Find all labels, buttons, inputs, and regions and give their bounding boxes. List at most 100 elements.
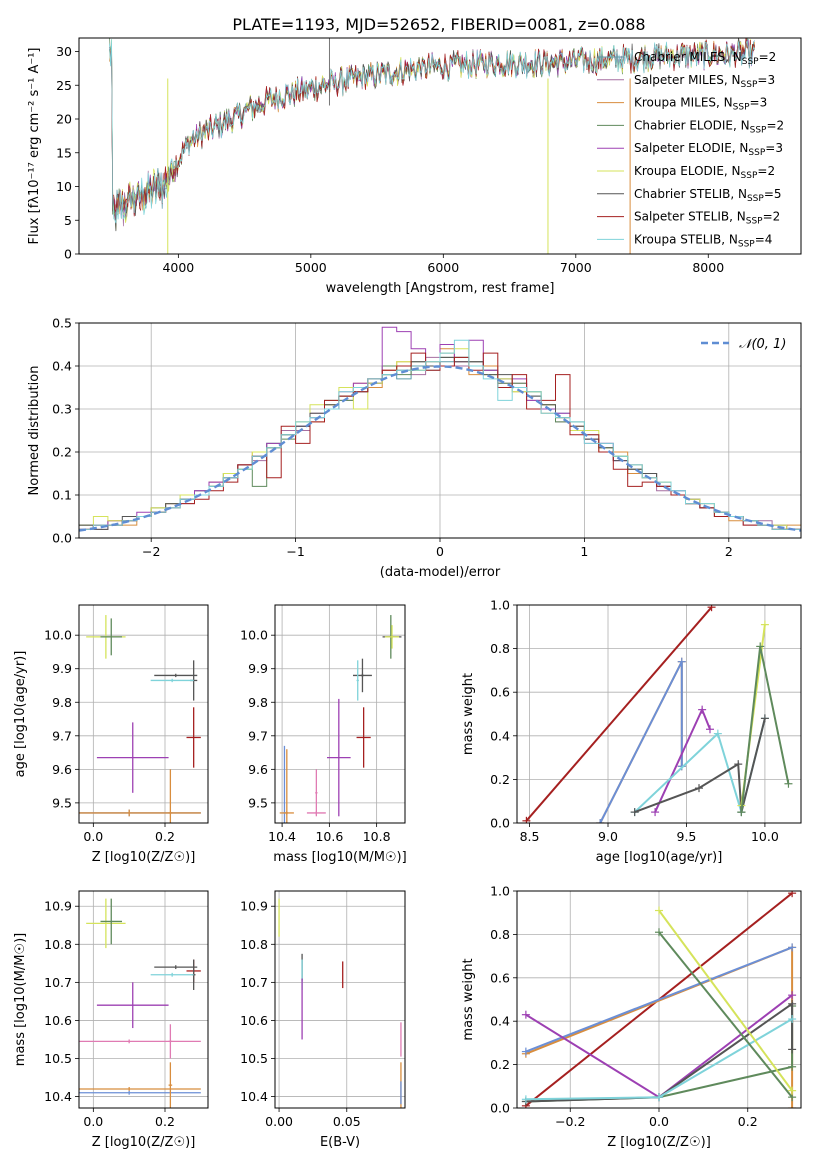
massweight-vs-age-marker	[705, 725, 714, 734]
mass-vs-EBV-panel: 0.00 0.05 10.4 10.5 10.6 10.7 10.8 10.9 E(B-V)	[240, 890, 406, 1150]
massweight-vs-age-ytick-label: 0.4	[490, 728, 510, 743]
residuals-histogram-kroupa-stelib	[79, 339, 801, 538]
mass-vs-Z-ytick-label: 10.7	[44, 975, 72, 990]
mass-vs-Z-errorbar-point	[86, 898, 126, 949]
spectrum-legend-label: Kroupa STELIB, NSSP=4	[634, 232, 772, 249]
massweight-vs-Z-marker	[788, 943, 797, 952]
age-vs-Z-axes: 0.0 0.2 9.5 9.6 9.7 9.8 9.9 10.0 Z [log10(Z/Z☉)]…	[13, 604, 209, 865]
mass-vs-Z-errorbar-point	[154, 965, 198, 970]
age-vs-mass-errorbar-point	[361, 658, 364, 693]
age-vs-Z-ytick-label: 9.9	[52, 661, 72, 676]
mass-vs-Z-axes: 0.0 0.2 10.4 10.5 10.6 10.7 10.8 10.9 Z [log10(Z…	[13, 890, 209, 1150]
age-vs-mass-errorbar-point	[327, 698, 351, 817]
mass-vs-EBV-ytick-label: 10.4	[240, 1089, 268, 1104]
massweight-vs-Z-series-line	[658, 931, 793, 1098]
spectrum-legend: Chabrier MILES, NSSP=2 Salpeter MILES, NS…	[597, 50, 784, 249]
mass-vs-Z-grid	[79, 891, 208, 1108]
massweight-vs-Z-series-line	[525, 1001, 794, 1103]
massweight-vs-Z-marker	[788, 1062, 797, 1071]
residuals-xtick-label: 2	[725, 544, 733, 559]
age-vs-mass-grid	[275, 605, 405, 823]
age-vs-mass-axes: 10.4 10.6 10.8 9.5 9.6 9.7 9.8 9.9 10.0 mass [log…	[240, 604, 407, 865]
spectrum-ytick-label: 10	[56, 179, 72, 194]
residuals-xtick-label: 0	[436, 544, 444, 559]
massweight-vs-Z-axes: −0.2 0.0 0.2 0.0 0.2 0.4 0.6 0.8 1.0 Z [log10(Z/Z…	[461, 884, 802, 1150]
spectrum-xtick-label: 8000	[692, 260, 724, 275]
massweight-vs-age-series-line	[634, 718, 766, 814]
spectrum-axes: 4000 5000 6000 7000 8000 0 5 10 15 20 25 30 waveleng…	[27, 37, 802, 296]
spectrum-panel: 4000 5000 6000 7000 8000 0 5 10 15 20 25 30 waveleng…	[27, 37, 802, 296]
age-vs-Z-ytick-label: 9.5	[52, 795, 72, 810]
massweight-vs-Z-marker	[788, 1104, 797, 1108]
age-vs-Z-xlabel: Z [log10(Z/Z☉)]	[92, 850, 196, 865]
mass-vs-EBV-ytick-label: 10.8	[240, 937, 268, 952]
mass-vs-Z-xtick-label: 0.2	[155, 1114, 175, 1129]
massweight-vs-age-xlabel: age [log10(age/yr)]	[596, 850, 723, 865]
figure-title: PLATE=1193, MJD=52652, FIBERID=0081, z=0…	[232, 15, 645, 34]
massweight-vs-Z-xtick-label: 0.2	[738, 1114, 758, 1129]
massweight-vs-Z-marker	[788, 991, 797, 1000]
residuals-marks	[79, 326, 801, 538]
massweight-vs-age-axes: 8.5 9.0 9.5 10.0 0.0 0.2 0.4 0.6 0.8 1.0 age [log1…	[461, 598, 802, 865]
age-vs-mass-ytick-label: 9.8	[248, 695, 268, 710]
age-vs-mass-errorbar-point	[285, 749, 288, 823]
spectrum-ytick-label: 0	[64, 247, 72, 262]
mass-vs-EBV-axes: 0.00 0.05 10.4 10.5 10.6 10.7 10.8 10.9 E(B-V)	[240, 890, 406, 1150]
spectrum-line-kroupa-elodie	[109, 38, 755, 231]
age-vs-mass-errorbar-point	[356, 660, 359, 701]
massweight-vs-age-marker	[698, 705, 707, 714]
age-vs-Z-errorbar-point	[154, 673, 198, 678]
residuals-xlabel: (data-model)/error	[380, 565, 501, 580]
massweight-vs-age-panel: 8.5 9.0 9.5 10.0 0.0 0.2 0.4 0.6 0.8 1.0 age [log1…	[461, 598, 802, 865]
age-vs-mass-marks	[279, 615, 402, 823]
age-vs-mass-ytick-label: 9.6	[248, 762, 268, 777]
residuals-ytick-label: 0.4	[52, 359, 72, 374]
age-vs-Z-errorbar-point	[79, 809, 201, 817]
age-vs-mass-xtick-label: 10.6	[315, 829, 343, 844]
massweight-vs-Z-ylabel: mass weight	[461, 958, 476, 1040]
mass-vs-Z-xtick-label: 0.0	[83, 1114, 103, 1129]
residuals-panel: −2 −1 0 1 2 0.0 0.1 0.2 0.3 0.4 0.5 (data-model)/er…	[27, 316, 802, 580]
mass-vs-Z-ytick-label: 10.5	[44, 1051, 72, 1066]
age-vs-Z-ylabel: age [log10(age/yr)]	[13, 651, 28, 778]
residuals-ylabel: Normed distribution	[27, 366, 42, 496]
massweight-vs-age-frame	[516, 604, 802, 824]
residuals-ytick-label: 0.0	[52, 531, 72, 546]
mass-vs-Z-ylabel: mass [log10(M/M☉)]	[13, 933, 28, 1066]
mass-vs-EBV-ytick-label: 10.7	[240, 975, 268, 990]
age-vs-Z-errorbar-point	[96, 722, 169, 793]
mass-vs-EBV-xtick-label: 0.00	[265, 1114, 293, 1129]
massweight-vs-age-ytick-label: 0.8	[490, 641, 510, 656]
massweight-vs-Z-ytick-label: 0.2	[490, 1057, 510, 1072]
mass-vs-Z-ytick-label: 10.4	[44, 1089, 72, 1104]
age-vs-Z-frame	[78, 604, 209, 824]
spectrum-marks	[109, 38, 755, 254]
massweight-vs-age-marker	[734, 760, 743, 769]
massweight-vs-Z-ytick-label: 0.4	[490, 1014, 510, 1029]
age-vs-mass-ytick-label: 9.7	[248, 728, 268, 743]
age-vs-mass-errorbar-point	[315, 769, 318, 817]
mass-vs-Z-ytick-label: 10.8	[44, 937, 72, 952]
mass-vs-Z-errorbar-point	[96, 982, 169, 1029]
massweight-vs-Z-marker	[655, 1093, 663, 1102]
residuals-legend: 𝒩(0, 1)	[701, 337, 786, 352]
spectrum-legend-label: Salpeter ELODIE, NSSP=3	[634, 141, 783, 158]
massweight-vs-age-marker	[596, 819, 605, 823]
mass-vs-Z-errorbar-point	[79, 1039, 201, 1044]
mass-vs-Z-errorbar-point	[168, 1062, 173, 1108]
age-vs-mass-xtick-label: 10.4	[268, 829, 296, 844]
mass-vs-Z-ytick-label: 10.9	[44, 899, 72, 914]
age-vs-mass-errorbar-point	[356, 707, 371, 768]
plots-layer: 4000 5000 6000 7000 8000051015202530waveleng…	[13, 37, 802, 1150]
spectrum-ytick-label: 25	[56, 78, 72, 93]
massweight-vs-age-marker	[630, 808, 639, 817]
spectrum-line-salpeter-miles	[109, 40, 755, 227]
spectrum-xlabel: wavelength [Angstrom, rest frame]	[326, 281, 555, 296]
spectrum-xtick-label: 7000	[560, 260, 592, 275]
mass-vs-Z-errorbar-point	[150, 972, 194, 977]
residuals-ytick-label: 0.2	[52, 445, 72, 460]
massweight-vs-age-marks	[522, 605, 793, 823]
mass-vs-EBV-ytick-label: 10.6	[240, 1013, 268, 1028]
mass-vs-Z-errorbar-point	[79, 1087, 201, 1091]
age-vs-Z-errorbar-point	[150, 678, 194, 683]
